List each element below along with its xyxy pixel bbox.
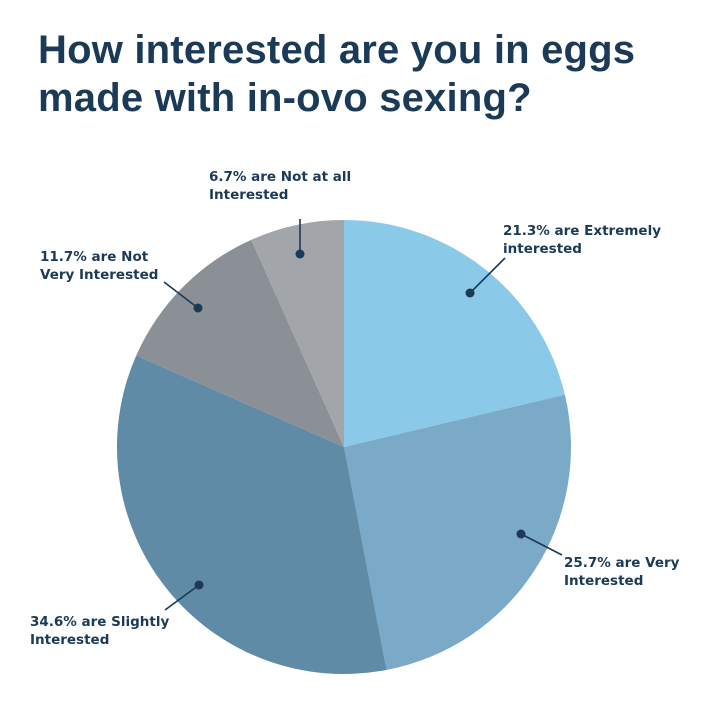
slice-label-line: Very Interested xyxy=(40,267,158,283)
pie-slice-1 xyxy=(344,220,565,447)
slice-label-1: 21.3% are Extremely interested xyxy=(503,223,661,257)
pie-slice-5 xyxy=(251,220,344,447)
slice-label-line: 11.7% are Not xyxy=(40,249,149,265)
slice-label-3: 34.6% are Slightly Interested xyxy=(30,614,169,648)
pie-slice-2 xyxy=(344,394,571,670)
pie-slice-3 xyxy=(117,355,387,674)
slice-label-line: Interested xyxy=(209,187,288,203)
slice-label-5: 6.7% are Not at all Interested xyxy=(209,169,351,203)
pie-slice-4 xyxy=(136,239,344,447)
leader-line-4 xyxy=(163,281,199,309)
slice-label-line: Interested xyxy=(564,573,643,589)
slice-label-line: 25.7% are Very xyxy=(564,555,680,571)
leader-line-3 xyxy=(164,584,200,611)
slice-label-line: 21.3% are Extremely xyxy=(503,223,661,239)
leader-line-2 xyxy=(520,533,563,556)
leader-dot-4 xyxy=(193,303,203,313)
slice-label-line: 34.6% are Slightly xyxy=(30,614,169,630)
leader-dot-1 xyxy=(465,288,475,298)
leader-line-1 xyxy=(469,257,506,294)
chart-title: How interested are you in eggs made with… xyxy=(38,26,698,122)
title-line-1: How interested are you in eggs xyxy=(38,28,636,72)
title-line-2: made with in-ovo sexing? xyxy=(38,76,532,120)
slice-label-line: interested xyxy=(503,241,582,257)
slice-label-line: 6.7% are Not at all xyxy=(209,169,351,185)
leader-dot-5 xyxy=(295,249,305,259)
slice-label-4: 11.7% are Not Very Interested xyxy=(40,249,158,283)
leader-dot-3 xyxy=(194,580,204,590)
slice-label-line: Interested xyxy=(30,632,109,648)
slice-label-2: 25.7% are Very Interested xyxy=(564,555,680,589)
leader-dot-2 xyxy=(516,529,526,539)
